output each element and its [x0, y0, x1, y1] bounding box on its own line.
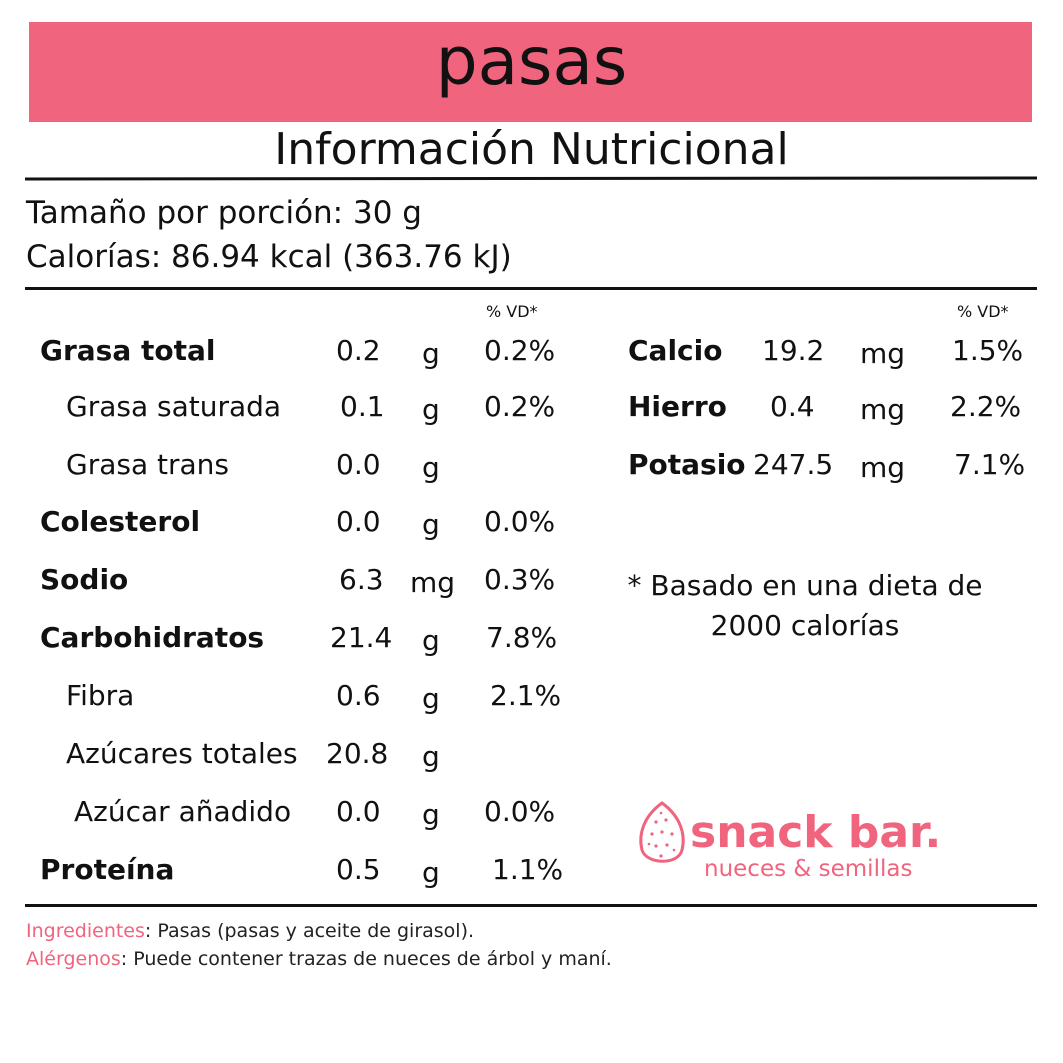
- row-vd: 2.2%: [950, 390, 1022, 423]
- row-vd: 0.3%: [484, 563, 556, 596]
- row-unit: g: [422, 508, 440, 541]
- product-title: pasas: [435, 23, 628, 100]
- vd-header-right: % VD*: [957, 302, 1009, 321]
- row-name: Grasa trans: [66, 448, 229, 481]
- allergens-label: Alérgenos: [26, 948, 121, 970]
- label-subtitle: Información Nutricional: [274, 124, 789, 175]
- row-value: 247.5: [753, 448, 834, 481]
- row-name: Colesterol: [40, 505, 201, 538]
- row-value: 0.4: [770, 390, 815, 423]
- row-value: 0.6: [336, 679, 381, 712]
- row-name: Fibra: [66, 679, 135, 712]
- ingredients-text: : Pasas (pasas y aceite de girasol).: [144, 920, 475, 942]
- row-value: 21.4: [330, 621, 393, 654]
- row-value: 0.0: [336, 448, 381, 481]
- divider-bottom: [25, 904, 1037, 907]
- row-vd: 0.2%: [484, 390, 556, 423]
- row-unit: g: [422, 856, 440, 889]
- row-unit: g: [422, 337, 440, 370]
- allergens-text: : Puede contener trazas de nueces de árb…: [120, 948, 612, 970]
- row-name: Potasio: [628, 448, 746, 481]
- row-unit: g: [422, 740, 440, 773]
- divider-top: [24, 176, 1038, 181]
- row-value: 0.0: [336, 505, 381, 538]
- calories: Calorías: 86.94 kcal (363.76 kJ): [26, 239, 512, 275]
- row-value: 6.3: [339, 563, 384, 596]
- row-name: Grasa saturada: [66, 390, 282, 423]
- row-name: Sodio: [40, 563, 129, 596]
- row-value: 0.1: [340, 390, 385, 423]
- row-value: 0.2: [336, 334, 381, 367]
- row-unit: g: [422, 451, 440, 484]
- row-vd: 1.1%: [492, 853, 564, 886]
- row-vd: 0.2%: [484, 334, 556, 367]
- row-name: Azúcares totales: [66, 737, 298, 770]
- allergens-line: Alérgenos: Puede contener trazas de nuec…: [26, 946, 612, 972]
- row-unit: mg: [410, 566, 456, 599]
- brand-tagline: nueces & semillas: [704, 856, 913, 882]
- title-banner: [29, 22, 1032, 122]
- row-vd: 1.5%: [952, 334, 1024, 367]
- row-unit: g: [422, 393, 440, 426]
- row-name: Calcio: [628, 334, 723, 367]
- row-unit: g: [422, 624, 440, 657]
- row-unit: mg: [860, 337, 906, 370]
- row-name: Proteína: [40, 853, 175, 886]
- brand-logo-text: snack bar.: [690, 807, 942, 858]
- row-unit: mg: [860, 393, 906, 426]
- ingredients-line: Ingredientes: Pasas (pasas y aceite de g…: [26, 918, 474, 944]
- row-vd: 0.0%: [484, 505, 556, 538]
- vd-header-left: % VD*: [486, 302, 538, 321]
- daily-value-note: * Basado en una dieta de 2000 calorías: [627, 569, 983, 642]
- row-unit: mg: [860, 451, 906, 484]
- row-vd: 2.1%: [490, 679, 562, 712]
- row-value: 20.8: [326, 737, 389, 770]
- row-unit: g: [422, 798, 440, 831]
- row-vd: 7.8%: [486, 621, 558, 654]
- almond-icon: [639, 801, 685, 863]
- row-unit: g: [422, 682, 440, 715]
- divider-middle: [25, 287, 1037, 290]
- serving-size: Tamaño por porción: 30 g: [26, 195, 422, 231]
- row-name: Hierro: [628, 390, 727, 423]
- row-name: Azúcar añadido: [74, 795, 292, 828]
- row-name: Carbohidratos: [40, 621, 265, 654]
- row-value: 19.2: [762, 334, 825, 367]
- row-vd: 7.1%: [954, 448, 1026, 481]
- row-name: Grasa total: [40, 334, 216, 367]
- row-value: 0.0: [336, 795, 381, 828]
- row-vd: 0.0%: [484, 795, 556, 828]
- row-value: 0.5: [336, 853, 381, 886]
- ingredients-label: Ingredientes: [26, 920, 145, 942]
